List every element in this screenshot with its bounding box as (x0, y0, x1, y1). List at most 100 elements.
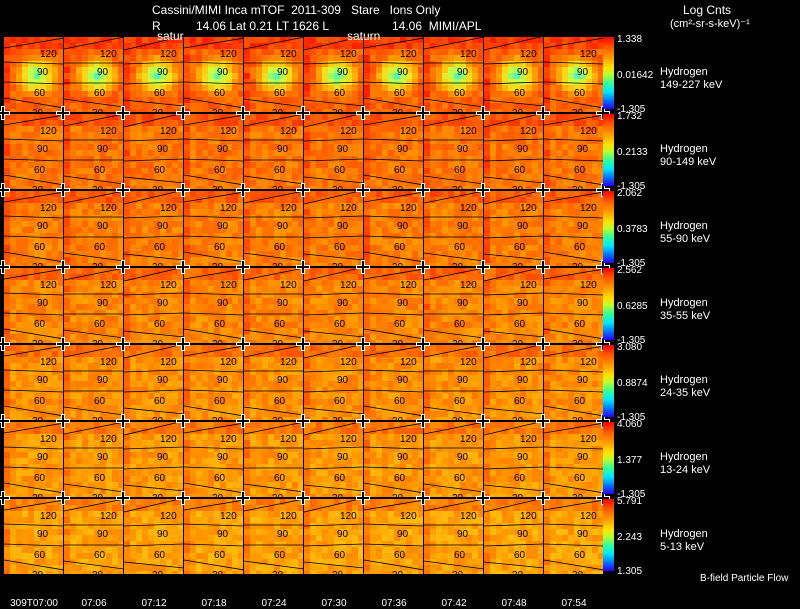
footer-note: B-field Particle Flow (700, 573, 789, 584)
crosshair-marker (236, 491, 250, 505)
contour-label: 30 (572, 570, 583, 574)
sky-image-tile: 120 90 60 30 (424, 191, 483, 266)
sky-image (244, 268, 303, 343)
sky-image (424, 422, 483, 497)
contour-label: 30 (512, 108, 523, 112)
contour-label: 60 (394, 242, 406, 253)
contour-label: 60 (94, 242, 106, 253)
contour-label: 60 (514, 319, 526, 330)
contour-label: 90 (217, 298, 229, 309)
contour-label: 60 (94, 396, 106, 407)
sky-image-tile: 120 90 60 30 (184, 191, 243, 266)
contour-label: 60 (574, 473, 586, 484)
crosshair-marker (416, 491, 430, 505)
crosshair-marker (0, 337, 10, 351)
contour-label: 120 (220, 511, 237, 522)
contour-label: 90 (577, 452, 589, 463)
contour-label: 60 (274, 88, 286, 99)
crosshair-marker (536, 260, 550, 274)
contour-label: 90 (37, 298, 49, 309)
contour-label: 90 (577, 298, 589, 309)
sky-image (64, 268, 123, 343)
contour-label: 90 (577, 144, 589, 155)
sky-image (184, 345, 243, 420)
position-label-r: R (152, 19, 161, 33)
contour-label: 60 (334, 319, 346, 330)
sky-image (424, 114, 483, 189)
crosshair-marker (476, 337, 490, 351)
crosshair-marker (536, 106, 550, 120)
crosshair-marker (0, 260, 10, 274)
contour-label: 30 (272, 570, 283, 574)
time-tick-label: 07:36 (381, 598, 407, 609)
crosshair-marker (176, 183, 190, 197)
sky-image-tile: 120 90 60 30 (484, 268, 543, 343)
contour-label: 90 (517, 144, 529, 155)
crosshair-marker (596, 414, 610, 428)
colorbar-min-label: -1.305 (617, 335, 646, 346)
contour-label: 60 (34, 550, 46, 561)
contour-label: 30 (452, 185, 463, 189)
colorbar-mid-label: 0.3783 (617, 224, 648, 235)
contour-label: 30 (92, 339, 103, 343)
contour-label: 90 (97, 144, 109, 155)
sky-image (244, 37, 303, 112)
contour-label: 30 (92, 493, 103, 497)
sky-image-tile: 120 90 60 30 (304, 499, 363, 574)
time-tick-label: 07:54 (561, 598, 587, 609)
crosshair-marker (176, 414, 190, 428)
crosshair-marker (356, 337, 370, 351)
contour-label: 60 (394, 165, 406, 176)
colorbar-max-label: 1.732 (617, 111, 643, 122)
contour-label: 120 (460, 511, 477, 522)
contour-label: 120 (100, 203, 117, 214)
contour-label: 120 (40, 357, 57, 368)
contour-label: 30 (512, 185, 523, 189)
contour-label: 30 (32, 416, 43, 420)
contour-label: 60 (214, 473, 226, 484)
contour-label: 60 (574, 88, 586, 99)
contour-label: 90 (397, 144, 409, 155)
crosshair-marker (236, 414, 250, 428)
sky-image-tile: 120 90 60 30 (424, 114, 483, 189)
sky-image (184, 422, 243, 497)
contour-label: 120 (160, 280, 177, 291)
crosshair-marker (296, 183, 310, 197)
contour-label: 120 (280, 126, 297, 137)
contour-label: 30 (332, 185, 343, 189)
contour-label: 30 (212, 185, 223, 189)
sky-image-tile: 120 90 60 30 (484, 191, 543, 266)
contour-label: 90 (397, 221, 409, 232)
sky-image (364, 37, 423, 112)
species-label: Hydrogen 55-90 keV (660, 220, 711, 245)
contour-label: 120 (520, 280, 537, 291)
contour-label: 30 (332, 339, 343, 343)
sky-image (124, 499, 183, 574)
sky-image (364, 268, 423, 343)
colorbar-min-label: -1.305 (617, 412, 646, 423)
contour-label: 90 (517, 298, 529, 309)
sky-image (484, 114, 543, 189)
contour-label: 30 (212, 493, 223, 497)
sky-image-tile: 120 90 60 30 (484, 422, 543, 497)
contour-label: 60 (214, 396, 226, 407)
crosshair-marker (56, 106, 70, 120)
contour-label: 60 (454, 319, 466, 330)
sky-image-tile: 120 90 60 30 (244, 345, 303, 420)
contour-label: 120 (340, 49, 357, 60)
contour-label: 90 (397, 452, 409, 463)
contour-label: 30 (272, 339, 283, 343)
crosshair-marker (116, 414, 130, 428)
crosshair-marker (116, 491, 130, 505)
sky-image-tile: 120 90 60 30 (184, 422, 243, 497)
contour-label: 60 (274, 165, 286, 176)
contour-label: 90 (37, 375, 49, 386)
sky-image (484, 345, 543, 420)
contour-label: 120 (400, 357, 417, 368)
contour-label: 60 (454, 396, 466, 407)
crosshair-marker (56, 337, 70, 351)
contour-label: 90 (397, 375, 409, 386)
sky-image-tile: 120 90 60 30 (124, 37, 183, 112)
contour-label: 60 (94, 319, 106, 330)
sky-image (184, 499, 243, 574)
